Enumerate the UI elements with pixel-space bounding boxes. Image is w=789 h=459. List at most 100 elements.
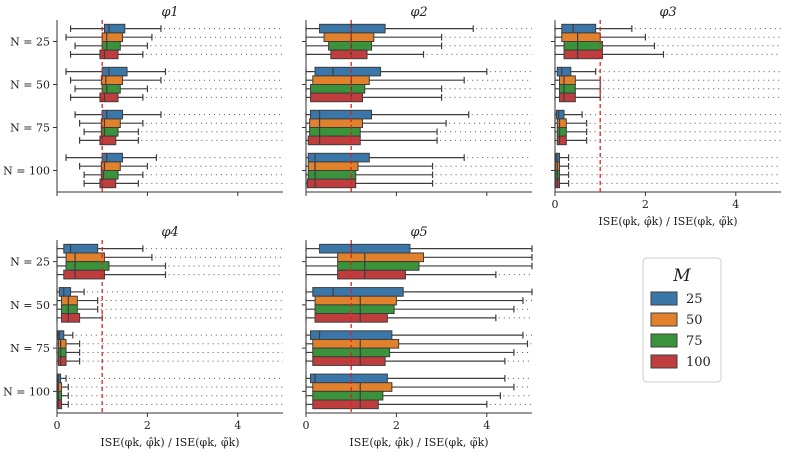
box-n=75-m50	[56, 338, 283, 349]
box-n=100-m75	[305, 390, 532, 401]
box-n=25-m50	[305, 252, 533, 263]
box-n=75-m50	[554, 118, 781, 129]
box-iqr	[559, 75, 576, 86]
box-n=100-m25	[56, 373, 283, 384]
y-tick-label: N = 75	[10, 122, 50, 135]
box-n=50-m75	[56, 304, 283, 315]
box-iqr	[100, 75, 124, 86]
box-n=75-m25	[554, 109, 781, 120]
box-iqr	[99, 49, 119, 60]
box-n=50-m50	[554, 75, 781, 86]
box-n=25-m100	[305, 269, 532, 280]
box-n=25-m75	[305, 41, 532, 51]
box-iqr	[101, 109, 124, 120]
box-n=50-m75	[305, 304, 532, 315]
y-tick-label: N = 100	[3, 385, 50, 398]
box-n=25-m100	[305, 49, 532, 60]
box-n=75-m75	[56, 347, 283, 358]
box-n=50-m50	[56, 295, 283, 306]
legend-label: 100	[686, 355, 711, 370]
box-n=75-m50	[78, 118, 283, 129]
x-axis-label: ISE(φk, φ̂k) / ISE(φk, φ̃k)	[349, 436, 488, 449]
legend-label: 75	[686, 334, 703, 349]
legend-entry-m25: 25	[650, 291, 703, 307]
box-iqr	[314, 66, 382, 77]
box-iqr	[103, 23, 126, 34]
legend: M 25 50 75 100	[642, 257, 722, 383]
panel-2: φ2	[302, 5, 532, 196]
box-n=50-m100	[554, 92, 781, 103]
box-iqr	[554, 152, 561, 163]
box-n=100-m100	[554, 178, 781, 189]
box-n=50-m25	[65, 66, 283, 77]
box-iqr	[100, 127, 119, 137]
y-tick-label: N = 75	[10, 342, 50, 355]
panel-title: φ5	[410, 225, 427, 240]
box-iqr	[101, 66, 128, 77]
box-n=100-m50	[305, 382, 532, 392]
box-n=100-m25	[305, 373, 532, 384]
box-n=50-m50	[69, 75, 283, 86]
box-n=75-m25	[305, 109, 532, 120]
box-iqr	[319, 243, 411, 254]
legend-label: 50	[686, 313, 703, 328]
box-iqr	[312, 356, 386, 366]
box-n=50-m100	[56, 313, 283, 323]
box-iqr	[309, 118, 363, 129]
box-n=25-m75	[305, 261, 533, 271]
box-n=75-m75	[83, 127, 283, 137]
x-axis-label: ISE(φk, φ̂k) / ISE(φk, φ̃k)	[598, 215, 737, 228]
box-iqr	[57, 347, 67, 358]
y-tick-label: N = 100	[3, 165, 50, 178]
panel-4: φ4 0 2 4 ISE(φk, φ̂k) / ISE(φk, φ̃k) N = 25 N …	[3, 225, 283, 449]
box-iqr	[328, 41, 373, 51]
y-tick-label: N = 50	[10, 299, 50, 312]
box-n=50-m25	[305, 287, 533, 297]
box-n=100-m100	[56, 399, 283, 410]
box-iqr	[61, 304, 78, 315]
legend-swatch	[650, 333, 678, 348]
legend-frame	[642, 257, 722, 383]
panel-title: φ3	[659, 5, 676, 20]
panel-title: φ2	[410, 5, 427, 20]
box-n=75-m75	[305, 127, 532, 137]
box-iqr	[61, 295, 78, 306]
box-iqr	[312, 382, 393, 392]
box-n=25-m100	[554, 49, 781, 60]
box-iqr	[56, 399, 63, 410]
box-iqr	[306, 178, 357, 189]
box-n=50-m75	[74, 84, 283, 94]
box-n=50-m100	[305, 313, 532, 323]
box-n=50-m25	[305, 66, 532, 77]
legend-title: M	[672, 266, 691, 286]
box-iqr	[307, 161, 359, 171]
box-iqr	[556, 66, 572, 77]
box-n=50-m100	[305, 92, 532, 103]
panel-title: φ4	[161, 225, 178, 240]
legend-label: 25	[686, 292, 703, 307]
box-iqr	[561, 32, 601, 43]
box-iqr	[337, 252, 425, 263]
box-n=25-m75	[56, 261, 283, 271]
box-iqr	[101, 84, 121, 94]
x-tick-label: 2	[393, 419, 400, 432]
box-iqr	[556, 135, 567, 146]
box-n=75-m75	[305, 347, 532, 358]
box-iqr	[555, 109, 565, 120]
box-n=25-m25	[305, 23, 532, 34]
box-iqr	[65, 252, 105, 263]
x-tick-label: 0	[54, 419, 61, 432]
box-n=75-m100	[305, 356, 532, 366]
box-iqr	[63, 243, 99, 254]
box-n=50-m25	[56, 287, 283, 297]
box-n=100-m50	[554, 161, 781, 171]
box-n=75-m100	[554, 135, 781, 146]
box-iqr	[330, 49, 368, 60]
panel-title: φ1	[161, 5, 178, 20]
box-iqr	[563, 41, 603, 51]
box-n=50-m50	[305, 295, 532, 306]
box-n=100-m75	[56, 390, 283, 401]
box-n=100-m25	[65, 152, 283, 163]
box-n=100-m100	[305, 399, 532, 410]
